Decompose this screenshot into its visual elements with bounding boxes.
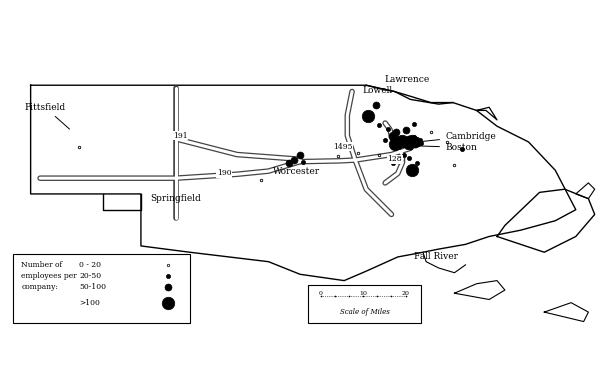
Text: 50-100: 50-100 [80, 283, 106, 291]
Text: Springfield: Springfield [150, 194, 201, 203]
Text: 20: 20 [402, 291, 410, 296]
Text: Boston: Boston [420, 143, 477, 152]
Text: Pittsfield: Pittsfield [24, 103, 69, 129]
Text: Fall River: Fall River [413, 252, 457, 261]
Text: 20-50: 20-50 [80, 272, 102, 280]
Text: >100: >100 [80, 299, 100, 307]
Text: 1495: 1495 [333, 142, 353, 151]
Bar [13, 254, 190, 323]
Text: company:: company: [21, 283, 58, 291]
Text: employees per: employees per [21, 272, 77, 280]
Text: Lowell: Lowell [362, 86, 392, 95]
Text: 191: 191 [173, 131, 188, 139]
Text: Lawrence: Lawrence [385, 74, 430, 84]
Text: Number of: Number of [21, 261, 63, 269]
Text: Cambridge: Cambridge [413, 132, 496, 142]
Bar [308, 285, 421, 323]
Text: 10: 10 [359, 291, 367, 296]
Text: Worcester: Worcester [274, 167, 320, 176]
Text: 0: 0 [319, 291, 322, 296]
Text: 190: 190 [217, 169, 232, 177]
Text: 0 - 20: 0 - 20 [80, 261, 102, 269]
Text: 128: 128 [387, 155, 402, 163]
Text: Scale of Miles: Scale of Miles [340, 308, 390, 316]
